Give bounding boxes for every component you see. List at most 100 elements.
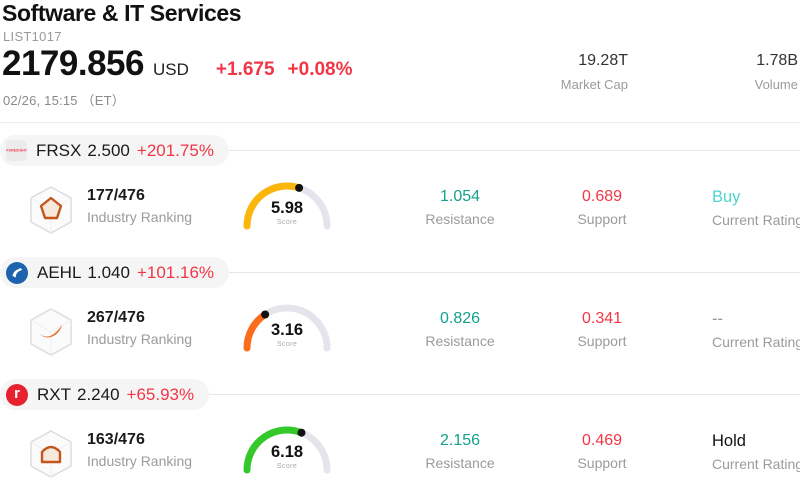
rating-value: Buy (712, 188, 741, 206)
score-value: 3.16 (270, 321, 304, 339)
resistance-value: 1.054 (439, 188, 481, 205)
ranking-text: 163/476 Industry Ranking (87, 429, 192, 479)
volume-value: 1.78B (756, 52, 798, 69)
row-divider-line (228, 150, 800, 151)
frsx-logo-text: FORESIGHT (6, 148, 27, 153)
volume-label: Volume (754, 77, 798, 92)
stock-row-rxt: r RXT 2.240 +65.93% 163/476 Industry Ran… (0, 379, 800, 488)
resistance-column: 1.054 Resistance (390, 188, 530, 227)
score-label: Score (276, 341, 298, 348)
sector-price: 2179.856 (2, 44, 144, 83)
header-divider (0, 122, 800, 123)
ticker-price: 2.240 (77, 384, 120, 404)
score-gauge-svg (243, 304, 331, 352)
rxt-logo: r (6, 383, 28, 406)
stock-row-aehl: AEHL 1.040 +101.16% 267/476 Industry Ran… (0, 257, 800, 379)
ticker-price: 2.500 (87, 140, 130, 160)
ranking-label: Industry Ranking (87, 209, 193, 225)
frsx-logo: FORESIGHT (6, 140, 27, 161)
ticker-change: +65.93% (126, 384, 195, 404)
stock-row-frsx: FORESIGHT FRSX 2.500 +201.75% 177/476 In… (0, 135, 800, 257)
ranking-value: 267/476 (87, 309, 145, 326)
gauge-dot (297, 428, 306, 437)
rating-label: Current Rating (712, 212, 800, 228)
ticker-symbol: FRSX (36, 140, 82, 160)
support-value: 0.689 (581, 188, 623, 205)
score-gauge-svg (243, 182, 331, 230)
stock-pill-line: AEHL 1.040 +101.16% (0, 257, 800, 288)
market-cap-value: 19.28T (578, 52, 628, 69)
rating-value: -- (712, 310, 723, 328)
support-value: 0.341 (581, 310, 623, 327)
resistance-value: 0.826 (439, 310, 481, 327)
rating-column: Hold Current Rating (712, 432, 800, 472)
resistance-column: 0.826 Resistance (390, 310, 530, 349)
support-label: Support (577, 455, 627, 471)
rating-value: Hold (712, 432, 746, 450)
industry-ranking-hexagon-icon (30, 186, 72, 234)
score-value: 5.98 (270, 199, 304, 217)
industry-ranking-block: 177/476 Industry Ranking (28, 185, 192, 235)
support-value: 0.469 (581, 432, 623, 449)
ticker-change: +201.75% (136, 140, 214, 160)
rating-column: Buy Current Rating (712, 188, 800, 228)
ticker-price: 1.040 (87, 262, 130, 282)
resistance-label: Resistance (425, 455, 495, 471)
rating-label: Current Rating (712, 456, 800, 472)
stock-pill-frsx[interactable]: FORESIGHT FRSX 2.500 +201.75% (0, 135, 229, 166)
gauge-arc (243, 426, 305, 474)
ticker-symbol: AEHL (37, 262, 82, 282)
ranking-text: 267/476 Industry Ranking (87, 307, 192, 357)
rxt-logo-text: r (14, 385, 20, 402)
score-value: 6.18 (270, 443, 304, 461)
support-label: Support (577, 333, 627, 349)
volume-stat: 1.78B Volume (755, 52, 798, 92)
quote-timestamp: 02/26, 15:15 （ET） (3, 93, 125, 108)
row-divider-line (209, 394, 800, 395)
price-change-percent: +0.08% (287, 59, 353, 80)
price-change-absolute: +1.675 (215, 59, 275, 80)
row-divider-line (229, 272, 800, 273)
score-gauge: 6.18 Score (237, 424, 337, 482)
stock-pill-aehl[interactable]: AEHL 1.040 +101.16% (0, 257, 230, 288)
resistance-value: 2.156 (439, 432, 481, 449)
score-gauge: 5.98 Score (237, 180, 337, 238)
support-column: 0.469 Support (532, 432, 672, 471)
list-id: LIST1017 (3, 29, 62, 44)
score-gauge: 3.16 Score (237, 302, 337, 360)
ranking-value: 177/476 (87, 187, 145, 204)
industry-ranking-hexagon-icon (30, 430, 72, 478)
support-column: 0.689 Support (532, 188, 672, 227)
score-label: Score (276, 219, 298, 226)
ranking-label: Industry Ranking (87, 331, 193, 347)
market-cap-label: Market Cap (560, 77, 628, 92)
ranking-label: Industry Ranking (87, 453, 193, 469)
market-cap-stat: 19.28T Market Cap (561, 52, 628, 92)
resistance-label: Resistance (425, 333, 495, 349)
price-currency: USD (152, 60, 189, 79)
ranking-value: 163/476 (87, 431, 145, 448)
resistance-column: 2.156 Resistance (390, 432, 530, 471)
stock-pill-line: r RXT 2.240 +65.93% (0, 379, 800, 410)
industry-ranking-block: 163/476 Industry Ranking (28, 429, 192, 479)
stock-pill-line: FORESIGHT FRSX 2.500 +201.75% (0, 135, 800, 166)
gauge-dot (261, 310, 270, 319)
gauge-dot (295, 183, 304, 192)
rating-label: Current Rating (712, 334, 800, 350)
score-gauge-svg (243, 426, 331, 474)
score-label: Score (276, 463, 298, 470)
industry-ranking-block: 267/476 Industry Ranking (28, 307, 192, 357)
industry-ranking-hexagon-icon (30, 308, 72, 356)
ticker-change: +101.16% (136, 262, 215, 282)
ticker-symbol: RXT (37, 384, 71, 404)
support-label: Support (577, 211, 627, 227)
price-line: 2179.856 USD +1.675 +0.08% (2, 44, 353, 84)
ranking-text: 177/476 Industry Ranking (87, 185, 192, 235)
page-title: Software & IT Services (2, 0, 242, 26)
gauge-arc (243, 182, 303, 230)
aehl-logo (6, 261, 28, 284)
support-column: 0.341 Support (532, 310, 672, 349)
rating-column: -- Current Rating (712, 310, 800, 350)
stock-pill-rxt[interactable]: r RXT 2.240 +65.93% (0, 379, 210, 410)
